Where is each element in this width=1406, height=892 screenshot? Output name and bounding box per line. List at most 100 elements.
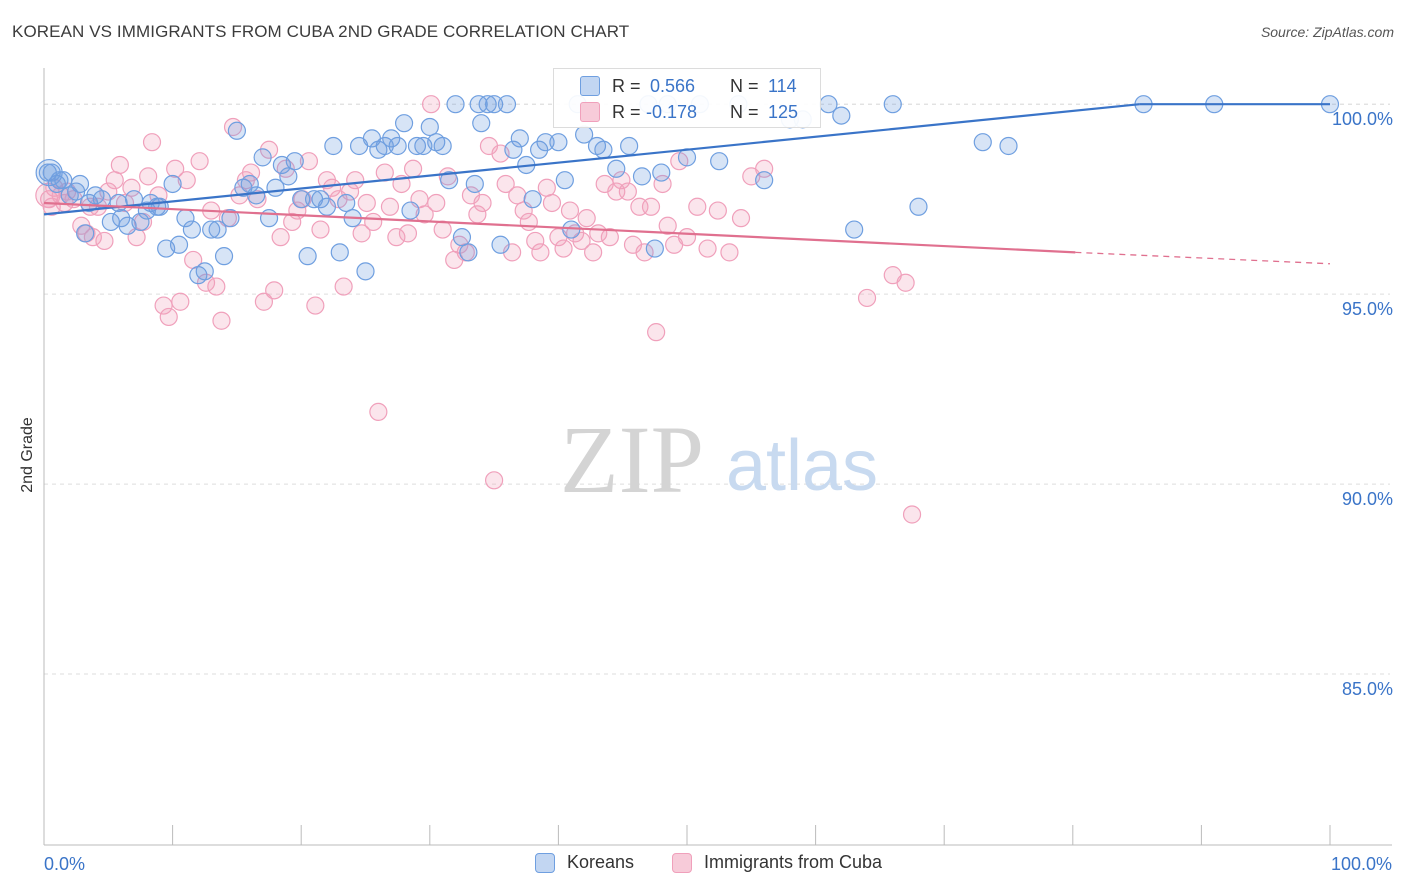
data-point-korean <box>433 136 452 156</box>
legend-label-koreans: Koreans <box>567 852 635 872</box>
legend-r-label: R = <box>612 76 641 96</box>
data-point-korean <box>292 190 311 209</box>
legend-r-value: -0.178 <box>646 102 698 122</box>
data-point-cuba <box>720 243 739 262</box>
data-point-cuba <box>857 288 877 308</box>
data-point-cuba <box>618 182 637 201</box>
data-point-cuba <box>896 273 915 292</box>
data-point-korean <box>523 190 542 209</box>
data-point-korean <box>382 129 401 148</box>
data-point-cuba <box>688 197 707 216</box>
data-point-cuba <box>508 186 527 205</box>
data-point-korean <box>375 136 394 156</box>
data-point-korean <box>163 174 182 194</box>
data-point-cuba <box>271 228 290 247</box>
data-point-cuba <box>421 95 441 114</box>
data-point-korean <box>324 136 343 156</box>
data-point-korean <box>227 121 246 140</box>
data-point-cuba <box>299 152 319 171</box>
data-point-cuba <box>357 193 376 213</box>
data-point-korean <box>401 201 420 220</box>
data-point-cuba <box>641 197 661 216</box>
data-point-korean <box>253 148 272 167</box>
trend-line-koreans <box>43 103 1140 216</box>
legend-item-cuba[interactable]: Immigrants from Cuba <box>672 852 882 873</box>
y-tick-label: 85.0% <box>1342 679 1393 699</box>
data-point-cuba <box>142 133 162 152</box>
data-point-korean <box>285 152 304 171</box>
data-point-cuba <box>95 231 114 251</box>
data-point-cuba <box>254 292 274 311</box>
data-point-korean <box>999 136 1018 156</box>
data-point-cuba <box>560 201 580 220</box>
data-point-cuba <box>322 178 342 197</box>
data-point-cuba <box>122 178 141 197</box>
data-point-cuba <box>612 171 631 190</box>
data-point-korean <box>420 117 439 137</box>
series-legend: Koreans Immigrants from Cuba <box>0 852 1406 878</box>
data-point-cuba <box>306 296 325 315</box>
data-point-korean <box>182 220 201 239</box>
data-point-korean <box>150 197 169 216</box>
data-point-cuba <box>542 193 562 213</box>
data-point-korean <box>195 262 214 281</box>
data-point-korean <box>530 140 549 159</box>
legend-item-koreans[interactable]: Koreans <box>535 852 634 873</box>
legend-n-value: 125 <box>768 102 799 122</box>
data-point-cuba <box>584 243 603 262</box>
data-point-korean <box>973 133 992 152</box>
data-point-cuba <box>207 277 226 296</box>
data-point-korean <box>469 95 488 114</box>
data-point-korean <box>35 158 63 187</box>
data-point-korean <box>710 152 729 171</box>
data-point-korean <box>202 220 221 239</box>
data-point-korean <box>459 243 478 262</box>
trend-line-cuba <box>43 201 1076 254</box>
series-koreans-points <box>35 95 1340 285</box>
data-point-korean <box>169 235 189 254</box>
data-point-cuba <box>415 205 434 224</box>
data-point-cuba <box>364 212 383 232</box>
data-point-cuba <box>166 159 185 178</box>
data-point-korean <box>394 114 414 133</box>
y-tick-label: 100.0% <box>1332 109 1393 129</box>
data-point-korean <box>112 209 131 228</box>
watermark: ZIP atlas <box>560 406 878 513</box>
data-point-korean <box>594 140 613 159</box>
x-tick-label: 0.0% <box>44 854 85 874</box>
data-point-cuba <box>139 167 158 186</box>
tick-labels: 85.0% 90.0% 95.0% 100.0% 0.0% 100.0% <box>44 109 1393 874</box>
data-point-korean <box>311 190 330 209</box>
data-point-korean <box>279 167 298 186</box>
data-point-korean <box>652 163 671 182</box>
data-point-cuba <box>171 292 190 311</box>
data-point-korean <box>214 247 234 266</box>
data-point-korean <box>555 171 574 190</box>
legend-label-cuba: Immigrants from Cuba <box>704 852 883 872</box>
trend-line-cuba-extrapolated <box>1075 251 1331 265</box>
data-point-cuba <box>105 171 124 190</box>
data-point-korean <box>504 140 523 159</box>
data-point-korean <box>337 193 356 213</box>
data-point-korean <box>607 159 626 178</box>
axes <box>43 68 1392 846</box>
data-point-cuba <box>334 277 353 296</box>
data-point-korean <box>909 197 928 216</box>
data-point-korean <box>497 95 517 114</box>
correlation-legend: R = 0.566 N = 114 R = -0.178 N = 125 <box>553 68 821 128</box>
data-point-cuba <box>159 307 178 327</box>
data-point-korean <box>485 95 504 114</box>
data-point-cuba <box>658 216 677 235</box>
data-point-korean <box>221 209 240 228</box>
data-point-korean <box>491 235 510 254</box>
data-point-korean <box>298 247 317 266</box>
legend-swatch-pink <box>580 102 600 122</box>
data-point-cuba <box>433 220 452 239</box>
legend-r-label: R = <box>612 102 641 122</box>
data-point-cuba <box>403 159 423 178</box>
y-tick-label: 90.0% <box>1342 489 1393 509</box>
watermark-atlas: atlas <box>726 426 878 506</box>
data-point-cuba <box>110 155 129 175</box>
legend-n-value: 114 <box>768 76 797 96</box>
